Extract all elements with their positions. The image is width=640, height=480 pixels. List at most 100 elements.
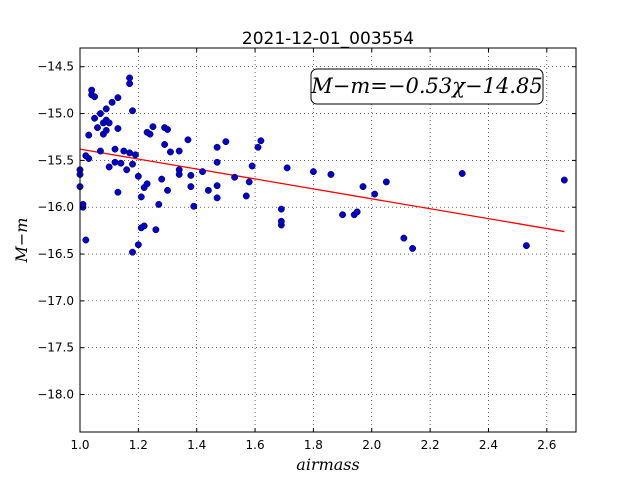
x-tick-label: 2.6 (537, 438, 556, 452)
data-point (400, 234, 408, 242)
chart-title: 2021-12-01_003554 (242, 29, 414, 49)
data-point (82, 236, 90, 244)
data-point (327, 170, 335, 178)
data-point (254, 143, 262, 151)
data-point (277, 217, 285, 225)
data-point (158, 175, 166, 183)
data-point (102, 126, 110, 134)
data-point (102, 105, 110, 113)
data-point (129, 160, 136, 168)
data-point (187, 171, 195, 179)
data-point (458, 170, 466, 177)
data-point (114, 125, 122, 132)
data-point (213, 194, 221, 202)
data-point (187, 183, 195, 191)
data-point (213, 143, 221, 151)
y-tick-label: −15.0 (37, 107, 74, 121)
data-point (175, 147, 183, 155)
y-tick-label: −17.5 (37, 341, 74, 355)
data-point (309, 168, 317, 176)
data-point (85, 155, 93, 162)
data-point (371, 190, 379, 198)
x-tick-label: 1.2 (129, 438, 148, 452)
data-point (126, 149, 134, 157)
data-point (137, 193, 145, 201)
data-point (126, 80, 134, 88)
data-point (129, 248, 136, 256)
data-point (248, 162, 256, 170)
data-point (94, 124, 101, 132)
data-point (140, 222, 148, 230)
data-point (114, 188, 122, 196)
y-tick-label: −16.5 (37, 247, 74, 261)
data-point (111, 145, 119, 153)
equation-box: M−m=−0.53χ−14.85 (310, 68, 544, 105)
x-tick-label: 1.8 (304, 438, 323, 452)
y-axis-label: M−m (12, 218, 31, 264)
grid (79, 48, 576, 432)
data-point (560, 176, 568, 184)
data-point (120, 147, 128, 155)
data-point (96, 110, 104, 118)
y-tick-label: −18.0 (37, 388, 74, 402)
data-point (353, 208, 361, 216)
data-point (134, 172, 142, 180)
data-point (359, 183, 367, 191)
data-point (222, 138, 230, 146)
data-point (105, 119, 113, 127)
x-axis-ticks: 1.0 1.2 1.4 1.6 1.8 2.0 2.2 2.4 2.6 (70, 48, 556, 452)
y-tick-label: −16.0 (37, 200, 74, 214)
data-point (111, 158, 119, 166)
y-tick-label: −14.5 (37, 60, 74, 74)
data-point (96, 147, 104, 155)
data-point (117, 159, 125, 167)
x-tick-label: 2.2 (421, 438, 440, 452)
x-tick-label: 1.0 (70, 438, 89, 452)
data-point (161, 141, 169, 148)
x-tick-label: 2.4 (479, 438, 498, 452)
data-point (184, 136, 192, 144)
data-point (213, 158, 221, 166)
data-point (79, 200, 87, 208)
fit-line (79, 148, 565, 233)
x-tick-label: 2.0 (362, 438, 381, 452)
data-point (242, 192, 250, 200)
x-axis-label: airmass (296, 455, 359, 474)
equation-label: M−m=−0.53χ−14.85 (310, 74, 542, 98)
data-point (190, 202, 198, 210)
y-tick-label: −17.0 (37, 294, 74, 308)
data-point (339, 211, 347, 219)
x-tick-label: 1.6 (246, 438, 265, 452)
data-point (143, 180, 151, 188)
data-point (146, 130, 154, 138)
data-point (199, 168, 206, 176)
data-point (213, 182, 221, 190)
data-points (76, 74, 568, 256)
data-point (149, 123, 157, 131)
data-point (164, 126, 171, 133)
x-tick-label: 1.4 (187, 438, 206, 452)
fit-line-group (79, 148, 565, 233)
data-point (382, 178, 390, 186)
data-point (152, 226, 160, 234)
data-point (114, 94, 122, 102)
plot-frame (79, 47, 577, 433)
data-point (245, 178, 253, 186)
data-point (522, 242, 530, 250)
data-point (166, 148, 174, 156)
equation-box-border (310, 68, 544, 105)
data-point (134, 241, 142, 249)
data-point (91, 114, 99, 122)
y-tick-label: −15.5 (37, 153, 74, 167)
data-point (175, 170, 183, 178)
y-axis-ticks: −14.5 −15.0 −15.5 −16.0 −16.5 −17.0 −17.5 −18.0 (37, 60, 576, 402)
data-point (277, 205, 285, 213)
data-point (204, 186, 212, 194)
data-point (108, 98, 116, 106)
data-point (105, 163, 113, 171)
data-point (123, 166, 131, 174)
data-point (131, 151, 139, 159)
data-point (231, 173, 239, 181)
data-point (409, 244, 417, 252)
